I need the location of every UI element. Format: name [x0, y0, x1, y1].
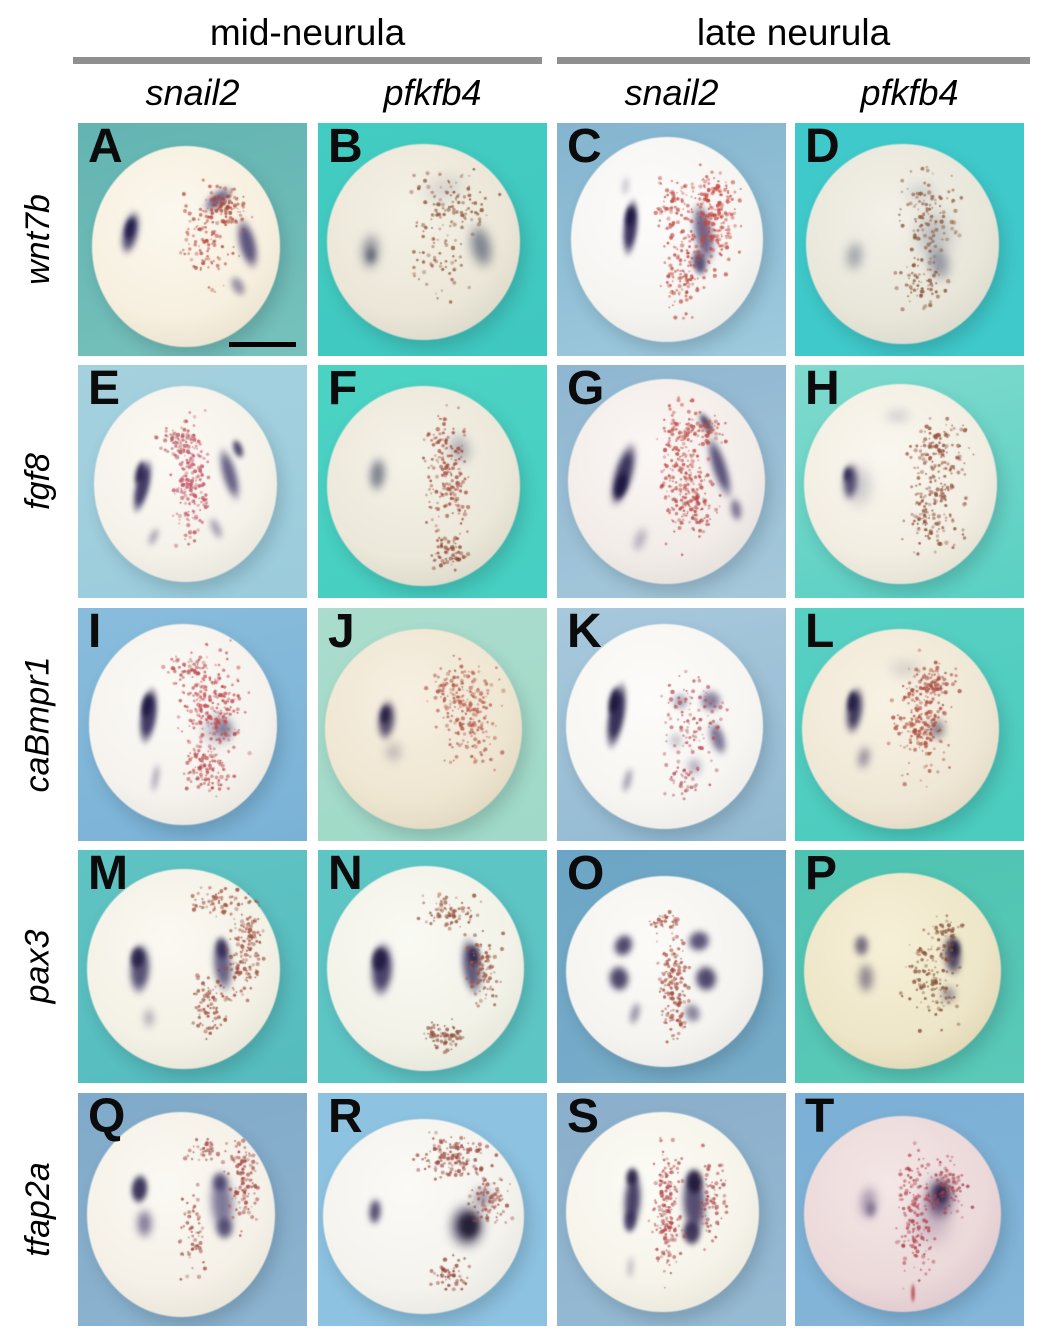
panel-letter: D: [805, 123, 840, 173]
panel-letter: F: [328, 365, 358, 415]
lineage-tracer-dots: [557, 1093, 786, 1326]
panel-A: A: [78, 123, 307, 356]
panel-letter: A: [88, 123, 123, 173]
panel-letter: J: [328, 608, 355, 658]
panel-letter: S: [567, 1093, 600, 1143]
panel-T: T: [795, 1093, 1024, 1326]
panel-O: O: [557, 850, 786, 1083]
panel-I: I: [78, 608, 307, 841]
lineage-tracer-dots: [557, 608, 786, 841]
row-label-text: wnt7b: [18, 194, 57, 285]
panel-G: G: [557, 365, 786, 598]
panel-L: L: [795, 608, 1024, 841]
row-label-caBmpr1: caBmpr1: [0, 608, 76, 841]
panel-N: N: [318, 850, 547, 1083]
lineage-tracer-dots: [78, 123, 307, 356]
lineage-tracer-dots: [557, 365, 786, 598]
panel-B: B: [318, 123, 547, 356]
lineage-tracer-dots: [557, 850, 786, 1083]
panel-letter: L: [805, 608, 835, 658]
panel-letter: N: [328, 850, 363, 900]
row-label-wnt7b: wnt7b: [0, 123, 76, 356]
row-label-tfap2a: tfap2a: [0, 1093, 76, 1326]
lineage-tracer-dots: [78, 608, 307, 841]
row-label-text: tfap2a: [18, 1162, 57, 1257]
stage-header-late-neurula: late neurula: [696, 12, 891, 53]
gene-header-pfkfb4-col4: pfkfb4: [860, 72, 959, 113]
panel-letter: P: [805, 850, 838, 900]
lineage-tracer-dots: [318, 608, 547, 841]
lineage-tracer-dots: [795, 123, 1024, 356]
panel-D: D: [795, 123, 1024, 356]
panel-H: H: [795, 365, 1024, 598]
lineage-tracer-dots: [78, 1093, 307, 1326]
row-label-text: caBmpr1: [18, 656, 57, 793]
panel-letter: M: [88, 850, 128, 900]
lineage-tracer-dots: [78, 850, 307, 1083]
lineage-tracer-dots: [795, 850, 1024, 1083]
panel-K: K: [557, 608, 786, 841]
panel-C: C: [557, 123, 786, 356]
panel-M: M: [78, 850, 307, 1083]
panel-letter: R: [328, 1093, 363, 1143]
panel-letter: C: [567, 123, 602, 173]
panel-letter: E: [88, 365, 121, 415]
panel-letter: B: [328, 123, 363, 173]
stage-header-mid-neurula: mid-neurula: [209, 12, 406, 53]
lineage-tracer-dots: [318, 850, 547, 1083]
row-label-fgf8: fgf8: [0, 365, 76, 598]
panel-Q: Q: [78, 1093, 307, 1326]
lineage-tracer-dots: [318, 123, 547, 356]
panel-letter: I: [88, 608, 102, 658]
panel-letter: G: [567, 365, 605, 415]
row-label-text: pax3: [18, 929, 57, 1004]
panel-letter: Q: [88, 1093, 126, 1143]
panel-letter: H: [805, 365, 840, 415]
panel-R: R: [318, 1093, 547, 1326]
panel-S: S: [557, 1093, 786, 1326]
gene-header-snail2-col1: snail2: [145, 72, 240, 113]
panel-letter: T: [805, 1093, 835, 1143]
row-label-text: fgf8: [18, 453, 57, 510]
header-underline-mid: [73, 57, 542, 64]
gene-header-snail2-col3: snail2: [624, 72, 719, 113]
lineage-tracer-dots: [78, 365, 307, 598]
lineage-tracer-dots: [795, 608, 1024, 841]
panel-letter: O: [567, 850, 605, 900]
panel-P: P: [795, 850, 1024, 1083]
lineage-tracer-dots: [318, 365, 547, 598]
row-label-pax3: pax3: [0, 850, 76, 1083]
lineage-tracer-dots: [795, 1093, 1024, 1326]
panel-letter: K: [567, 608, 602, 658]
lineage-tracer-dots: [557, 123, 786, 356]
panel-J: J: [318, 608, 547, 841]
lineage-tracer-dots: [795, 365, 1024, 598]
panel-E: E: [78, 365, 307, 598]
scale-bar: [229, 342, 296, 348]
gene-header-pfkfb4-col2: pfkfb4: [383, 72, 482, 113]
header-underline-late: [557, 57, 1030, 64]
panel-F: F: [318, 365, 547, 598]
lineage-tracer-dots: [318, 1093, 547, 1326]
